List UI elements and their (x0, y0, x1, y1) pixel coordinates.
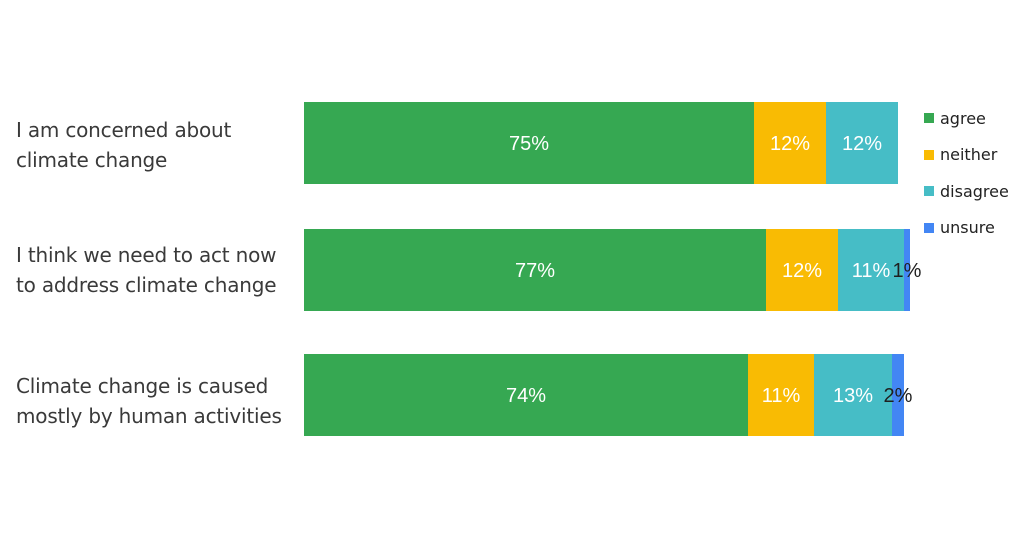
bar-segment-agree (304, 354, 748, 436)
bar-segment-disagree (826, 102, 898, 184)
legend-swatch (924, 113, 934, 124)
legend-item-disagree: disagree (924, 173, 1009, 210)
data-label-unsure: 2% (884, 385, 913, 407)
category-label: I think we need to act now to address cl… (16, 243, 277, 297)
data-label-neither: 12% (782, 260, 822, 282)
legend-label: neither (940, 145, 998, 165)
legend-item-unsure: unsure (924, 210, 1009, 247)
legend-item-agree: agree (924, 100, 1009, 137)
bar-segment-agree (304, 229, 766, 311)
legend-item-neither: neither (924, 137, 1009, 174)
bar-segment-unsure (892, 354, 904, 436)
legend-swatch (924, 186, 934, 197)
data-label-disagree: 13% (833, 385, 873, 407)
legend-swatch (924, 149, 934, 160)
bar-segment-disagree (838, 229, 904, 311)
legend-swatch (924, 222, 934, 233)
data-label-agree: 74% (506, 385, 546, 407)
legend: agree neither disagree unsure (924, 100, 1009, 246)
data-label-unsure: 1% (893, 260, 922, 282)
data-label-agree: 77% (515, 260, 555, 282)
category-label: Climate change is caused mostly by human… (16, 374, 282, 428)
bars-group: 75% 12% 12%77% 12% 11% 1%74% 11% 13% 2% (304, 102, 922, 436)
data-label-disagree: 12% (842, 133, 882, 155)
legend-label: unsure (940, 218, 995, 238)
data-label-agree: 75% (509, 133, 549, 155)
bar-segment-unsure (904, 229, 910, 311)
data-label-neither: 11% (762, 385, 801, 407)
bar-segment-neither (748, 354, 814, 436)
data-label-neither: 12% (770, 133, 810, 155)
bar-segment-agree (304, 102, 754, 184)
category-label: I am concerned about climate change (16, 118, 232, 172)
data-label-disagree: 11% (852, 260, 891, 282)
legend-label: disagree (940, 181, 1009, 201)
legend-label: agree (940, 108, 986, 128)
bar-segment-neither (766, 229, 838, 311)
bar-segment-disagree (814, 354, 892, 436)
bar-segment-neither (754, 102, 826, 184)
